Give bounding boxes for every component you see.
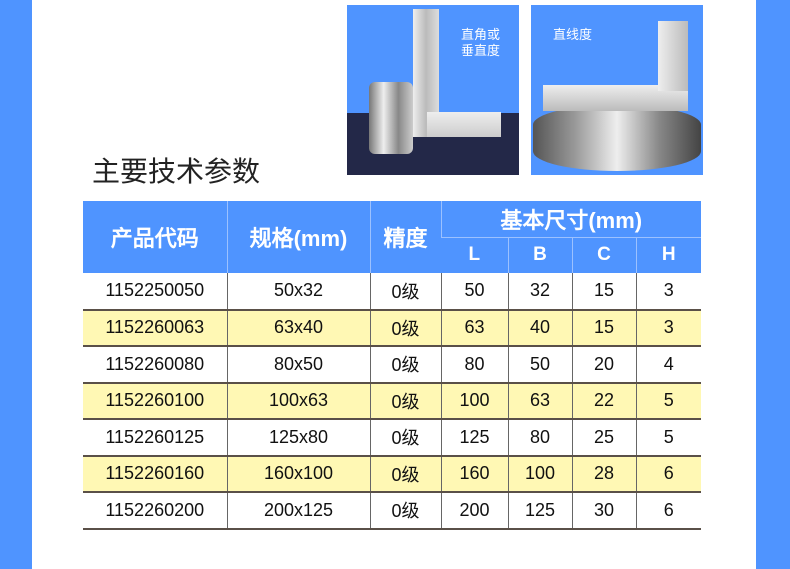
cell-grade: 0级 <box>369 309 441 347</box>
cell-code: 1152260200 <box>83 492 227 530</box>
cell-C: 15 <box>571 309 636 347</box>
header-grade: 精度 <box>369 201 441 273</box>
header-spec: 规格(mm) <box>226 201 370 273</box>
cell-B: 63 <box>507 382 572 420</box>
cell-H: 3 <box>635 309 701 347</box>
cell-H: 5 <box>635 382 701 420</box>
cell-code: 1152260100 <box>83 382 227 420</box>
cell-L: 125 <box>440 419 508 457</box>
section-title: 主要技术参数 <box>92 156 261 187</box>
cell-code: 1152260160 <box>83 455 227 493</box>
cell-C: 30 <box>571 492 636 530</box>
perpendicularity-caption: 直角或 垂直度 <box>461 27 501 58</box>
cell-H: 5 <box>635 419 701 457</box>
cell-code: 1152260063 <box>83 309 227 347</box>
cell-grade: 0级 <box>369 419 441 457</box>
cell-B: 40 <box>507 309 572 347</box>
cell-spec: 50x32 <box>226 273 370 311</box>
cell-spec: 100x63 <box>226 382 370 420</box>
table-row: 1152260125 125x80 0级 125 80 25 5 <box>83 419 701 457</box>
cell-C: 28 <box>571 455 636 493</box>
cell-B: 50 <box>507 346 572 384</box>
table-row: 1152260080 80x50 0级 80 50 20 4 <box>83 346 701 384</box>
cell-grade: 0级 <box>369 382 441 420</box>
table-row: 1152260100 100x63 0级 100 63 22 5 <box>83 382 701 420</box>
cell-L: 80 <box>440 346 508 384</box>
straightness-image: 直线度 <box>531 5 703 175</box>
cell-L: 160 <box>440 455 508 493</box>
cell-code: 1152250050 <box>83 273 227 311</box>
cell-spec: 63x40 <box>226 309 370 347</box>
header-dims: 基本尺寸(mm) <box>440 201 701 238</box>
square-perpendicularity-image: 直角或 垂直度 <box>347 5 519 175</box>
table-row: 1152260200 200x125 0级 200 125 30 6 <box>83 492 701 530</box>
cell-H: 6 <box>635 492 701 530</box>
header-B: B <box>507 237 572 273</box>
left-border <box>0 0 32 569</box>
cell-L: 63 <box>440 309 508 347</box>
spec-table: 产品代码 规格(mm) 精度 基本尺寸(mm) L B C H 11522500… <box>83 201 701 530</box>
cell-grade: 0级 <box>369 273 441 311</box>
cell-spec: 200x125 <box>226 492 370 530</box>
cell-L: 200 <box>440 492 508 530</box>
right-border <box>756 0 790 569</box>
cell-L: 100 <box>440 382 508 420</box>
cell-spec: 160x100 <box>226 455 370 493</box>
cell-grade: 0级 <box>369 492 441 530</box>
cell-L: 50 <box>440 273 508 311</box>
cell-C: 20 <box>571 346 636 384</box>
header-L: L <box>441 237 508 273</box>
table-row: 1152260063 63x40 0级 63 40 15 3 <box>83 309 701 347</box>
straightness-caption: 直线度 <box>553 27 593 42</box>
cell-B: 125 <box>507 492 572 530</box>
cell-grade: 0级 <box>369 455 441 493</box>
header-H: H <box>635 237 701 273</box>
cell-B: 100 <box>507 455 572 493</box>
cell-B: 80 <box>507 419 572 457</box>
cell-H: 4 <box>635 346 701 384</box>
cell-code: 1152260080 <box>83 346 227 384</box>
cell-C: 25 <box>571 419 636 457</box>
cell-spec: 125x80 <box>226 419 370 457</box>
cell-H: 6 <box>635 455 701 493</box>
header-code: 产品代码 <box>83 201 227 273</box>
header-C: C <box>571 237 636 273</box>
cell-H: 3 <box>635 273 701 311</box>
table-row: 1152250050 50x32 0级 50 32 15 3 <box>83 273 701 311</box>
cell-C: 15 <box>571 273 636 311</box>
cell-spec: 80x50 <box>226 346 370 384</box>
cell-code: 1152260125 <box>83 419 227 457</box>
cell-B: 32 <box>507 273 572 311</box>
table-row: 1152260160 160x100 0级 160 100 28 6 <box>83 455 701 493</box>
cell-grade: 0级 <box>369 346 441 384</box>
cell-C: 22 <box>571 382 636 420</box>
